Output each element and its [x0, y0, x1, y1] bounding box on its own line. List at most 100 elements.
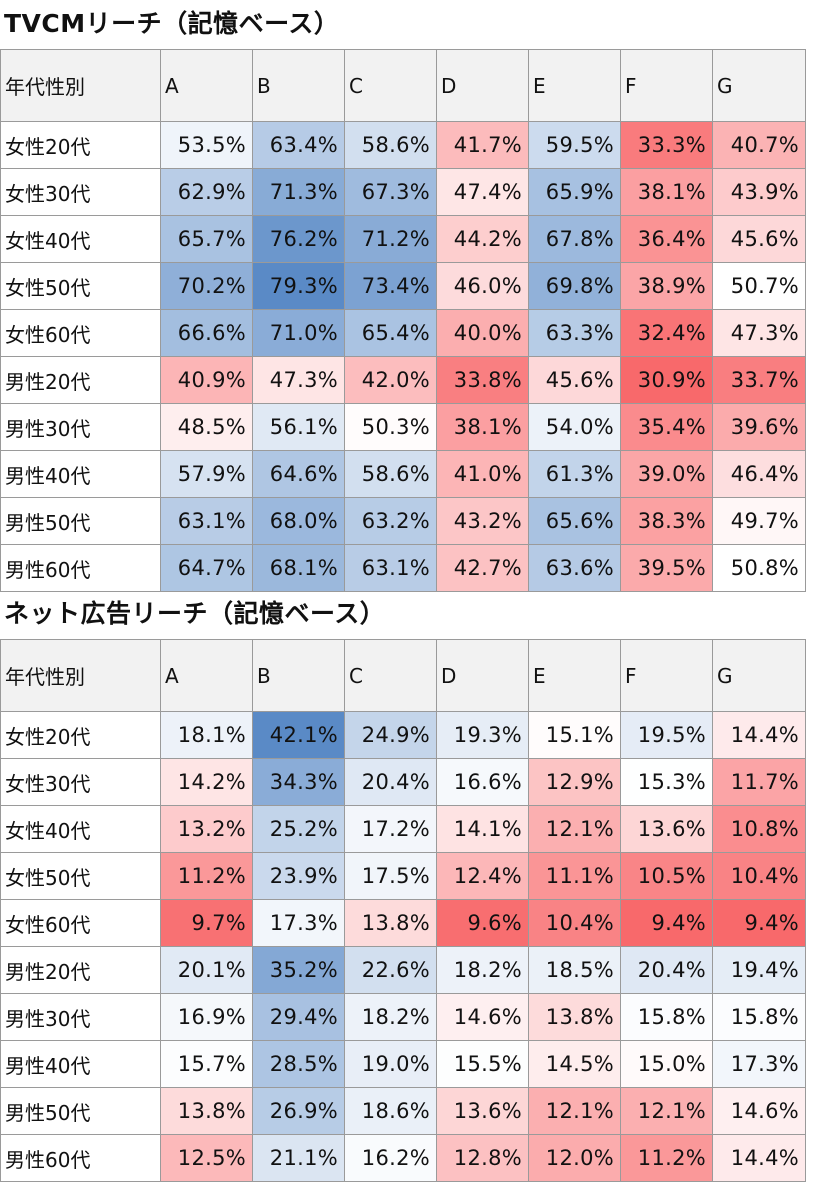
heat-cell: 39.5% — [620, 544, 713, 592]
heat-cell: 15.7% — [160, 1040, 253, 1088]
heat-cell: 15.3% — [620, 758, 713, 806]
row-label: 女性50代 — [0, 852, 161, 900]
heat-cell: 20.4% — [344, 758, 437, 806]
heat-cell: 50.8% — [712, 544, 806, 592]
heat-cell: 33.3% — [620, 121, 713, 169]
heat-cell: 15.8% — [620, 993, 713, 1041]
heat-cell: 13.8% — [160, 1087, 253, 1135]
heat-cell: 47.3% — [252, 356, 345, 404]
heat-cell: 10.8% — [712, 805, 806, 853]
row-label: 男性60代 — [0, 544, 161, 592]
heatmap-table: 年代性別 A B C D E F G 女性20代 18.1% 42.1% 24.9% 19.3% 15.1… — [0, 639, 806, 1182]
heat-cell: 63.6% — [528, 544, 621, 592]
heat-cell: 10.4% — [528, 899, 621, 947]
table-row: 男性30代 16.9% 29.4% 18.2% 14.6% 13.8% 15.8% 15.8% — [0, 993, 806, 1041]
heat-cell: 14.2% — [160, 758, 253, 806]
corner-header: 年代性別 — [0, 639, 161, 712]
table-row: 女性40代 13.2% 25.2% 17.2% 14.1% 12.1% 13.6% 10.8% — [0, 805, 806, 853]
heat-cell: 25.2% — [252, 805, 345, 853]
heat-cell: 39.0% — [620, 450, 713, 498]
row-label: 女性20代 — [0, 711, 161, 759]
heat-cell: 43.9% — [712, 168, 806, 216]
heat-cell: 26.9% — [252, 1087, 345, 1135]
table-row: 女性50代 11.2% 23.9% 17.5% 12.4% 11.1% 10.5% 10.4% — [0, 852, 806, 900]
heat-cell: 21.1% — [252, 1134, 345, 1182]
heat-cell: 17.3% — [252, 899, 345, 947]
chart-title: TVCMリーチ（記憶ベース） — [4, 9, 340, 38]
table-row: 女性20代 53.5% 63.4% 58.6% 41.7% 59.5% 33.3% 40.7% — [0, 121, 806, 169]
heat-cell: 29.4% — [252, 993, 345, 1041]
column-header: C — [344, 49, 437, 122]
column-header: A — [160, 639, 253, 712]
heat-cell: 46.4% — [712, 450, 806, 498]
heat-cell: 15.0% — [620, 1040, 713, 1088]
heat-cell: 15.1% — [528, 711, 621, 759]
heat-cell: 33.7% — [712, 356, 806, 404]
heat-cell: 28.5% — [252, 1040, 345, 1088]
heat-cell: 15.5% — [436, 1040, 529, 1088]
row-label: 女性40代 — [0, 805, 161, 853]
heat-cell: 23.9% — [252, 852, 345, 900]
heat-cell: 9.4% — [712, 899, 806, 947]
heat-cell: 19.4% — [712, 946, 806, 994]
table-row: 男性50代 13.8% 26.9% 18.6% 13.6% 12.1% 12.1% 14.6% — [0, 1087, 806, 1135]
table-row: 男性20代 20.1% 35.2% 22.6% 18.2% 18.5% 20.4% 19.4% — [0, 946, 806, 994]
table-row: 男性60代 12.5% 21.1% 16.2% 12.8% 12.0% 11.2% 14.4% — [0, 1134, 806, 1182]
heat-cell: 42.0% — [344, 356, 437, 404]
net-ad-reach-section: ネット広告リーチ（記憶ベース） 年代性別 A B C D E F G 女性20代 18.1% 42.… — [0, 590, 813, 1183]
heat-cell: 63.3% — [528, 309, 621, 357]
heat-cell: 12.1% — [620, 1087, 713, 1135]
heat-cell: 18.2% — [436, 946, 529, 994]
heat-cell: 18.5% — [528, 946, 621, 994]
heat-cell: 14.1% — [436, 805, 529, 853]
table-row: 女性60代 66.6% 71.0% 65.4% 40.0% 63.3% 32.4% 47.3% — [0, 309, 806, 357]
row-label: 男性60代 — [0, 1134, 161, 1182]
heat-cell: 69.8% — [528, 262, 621, 310]
heat-cell: 12.8% — [436, 1134, 529, 1182]
heat-cell: 65.9% — [528, 168, 621, 216]
heat-cell: 61.3% — [528, 450, 621, 498]
heat-cell: 71.3% — [252, 168, 345, 216]
heat-cell: 47.3% — [712, 309, 806, 357]
column-header: C — [344, 639, 437, 712]
heat-cell: 34.3% — [252, 758, 345, 806]
row-label: 男性30代 — [0, 403, 161, 451]
heat-cell: 73.4% — [344, 262, 437, 310]
column-header: B — [252, 639, 345, 712]
heat-cell: 41.7% — [436, 121, 529, 169]
heat-cell: 68.0% — [252, 497, 345, 545]
heat-cell: 18.6% — [344, 1087, 437, 1135]
column-header: F — [620, 639, 713, 712]
heatmap-table: 年代性別 A B C D E F G 女性20代 53.5% 63.4% 58.6% 41.7% 59.5… — [0, 49, 806, 592]
heat-cell: 38.3% — [620, 497, 713, 545]
heat-cell: 16.2% — [344, 1134, 437, 1182]
heat-cell: 24.9% — [344, 711, 437, 759]
heat-cell: 9.4% — [620, 899, 713, 947]
table-row: 女性50代 70.2% 79.3% 73.4% 46.0% 69.8% 38.9% 50.7% — [0, 262, 806, 310]
heat-cell: 50.3% — [344, 403, 437, 451]
heat-cell: 9.7% — [160, 899, 253, 947]
heat-cell: 13.2% — [160, 805, 253, 853]
heat-cell: 43.2% — [436, 497, 529, 545]
heat-cell: 41.0% — [436, 450, 529, 498]
heat-cell: 10.5% — [620, 852, 713, 900]
table-row: 女性20代 18.1% 42.1% 24.9% 19.3% 15.1% 19.5% 14.4% — [0, 711, 806, 759]
heat-cell: 66.6% — [160, 309, 253, 357]
heat-cell: 59.5% — [528, 121, 621, 169]
heat-cell: 17.3% — [712, 1040, 806, 1088]
heat-cell: 56.1% — [252, 403, 345, 451]
heat-cell: 19.5% — [620, 711, 713, 759]
heat-cell: 39.6% — [712, 403, 806, 451]
row-label: 男性50代 — [0, 497, 161, 545]
heat-cell: 14.4% — [712, 1134, 806, 1182]
heat-cell: 63.1% — [160, 497, 253, 545]
heat-cell: 14.6% — [436, 993, 529, 1041]
heat-cell: 11.1% — [528, 852, 621, 900]
heat-cell: 48.5% — [160, 403, 253, 451]
column-header: A — [160, 49, 253, 122]
heat-cell: 36.4% — [620, 215, 713, 263]
heat-cell: 33.8% — [436, 356, 529, 404]
heat-cell: 42.1% — [252, 711, 345, 759]
heat-cell: 12.4% — [436, 852, 529, 900]
corner-header: 年代性別 — [0, 49, 161, 122]
